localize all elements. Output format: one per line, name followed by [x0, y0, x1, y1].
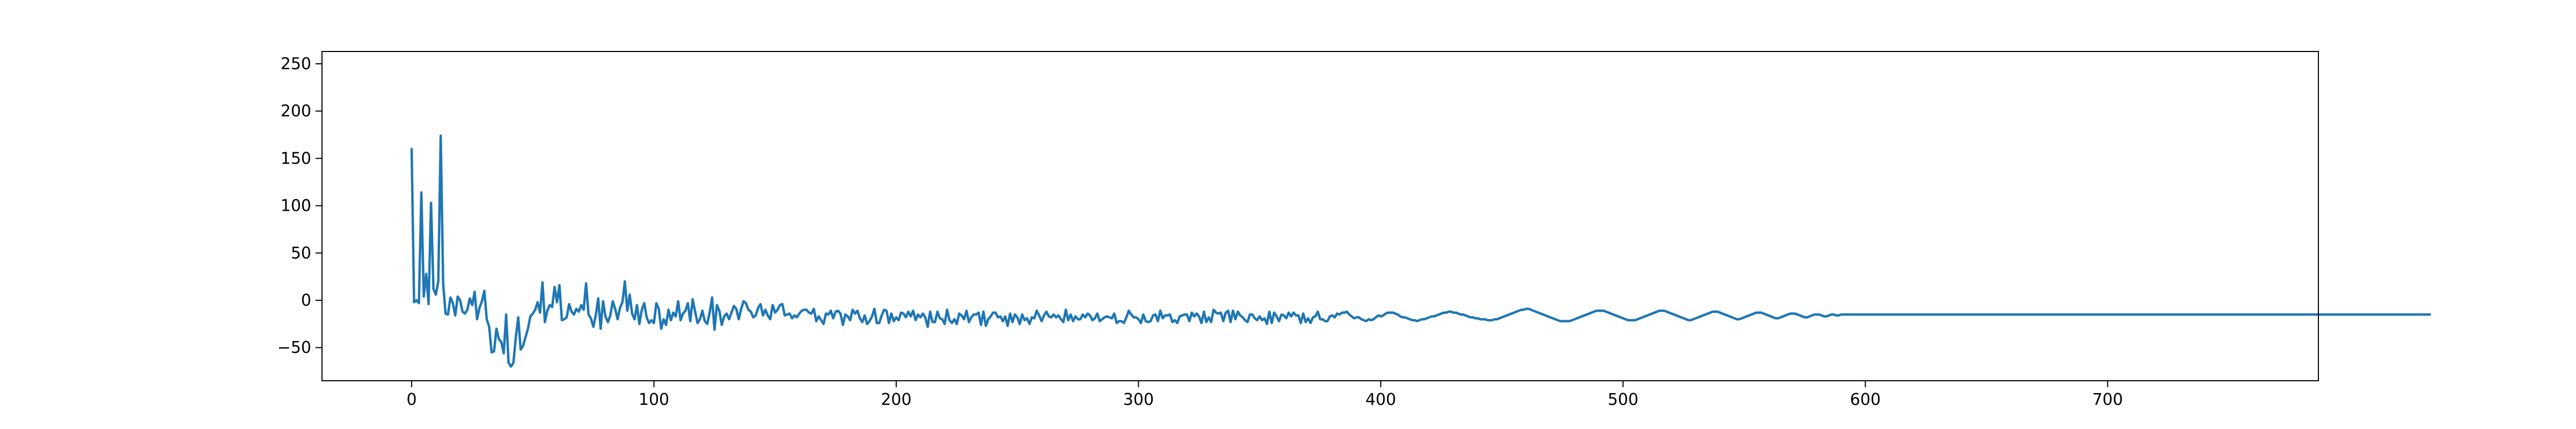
y-tick-label: 100: [281, 197, 311, 216]
y-tick-label: 150: [281, 149, 311, 168]
series-layer: [410, 134, 2431, 368]
x-tick-label: 400: [1365, 390, 1396, 409]
y-tick-label: 200: [281, 102, 311, 121]
x-tick-label: 700: [2092, 390, 2123, 409]
y-tick-label: 250: [281, 55, 311, 73]
plot-frame: [321, 51, 2319, 381]
series-line-0: [410, 134, 2431, 368]
x-tick-label: 500: [1608, 390, 1638, 409]
y-tick-label: 50: [291, 244, 311, 263]
x-tick-label: 0: [406, 390, 416, 409]
x-tick-label: 600: [1850, 390, 1880, 409]
y-tick-label: −50: [277, 338, 311, 357]
y-tick-label: 0: [301, 291, 311, 310]
axis-tick-labels: 0 100 200 300 400 500 600 700 −50 0 50 100 150 200 250: [277, 55, 2123, 409]
x-tick-label: 100: [639, 390, 669, 409]
x-tick-label: 300: [1123, 390, 1154, 409]
axis-ticks: [316, 63, 2109, 387]
x-tick-label: 200: [881, 390, 911, 409]
